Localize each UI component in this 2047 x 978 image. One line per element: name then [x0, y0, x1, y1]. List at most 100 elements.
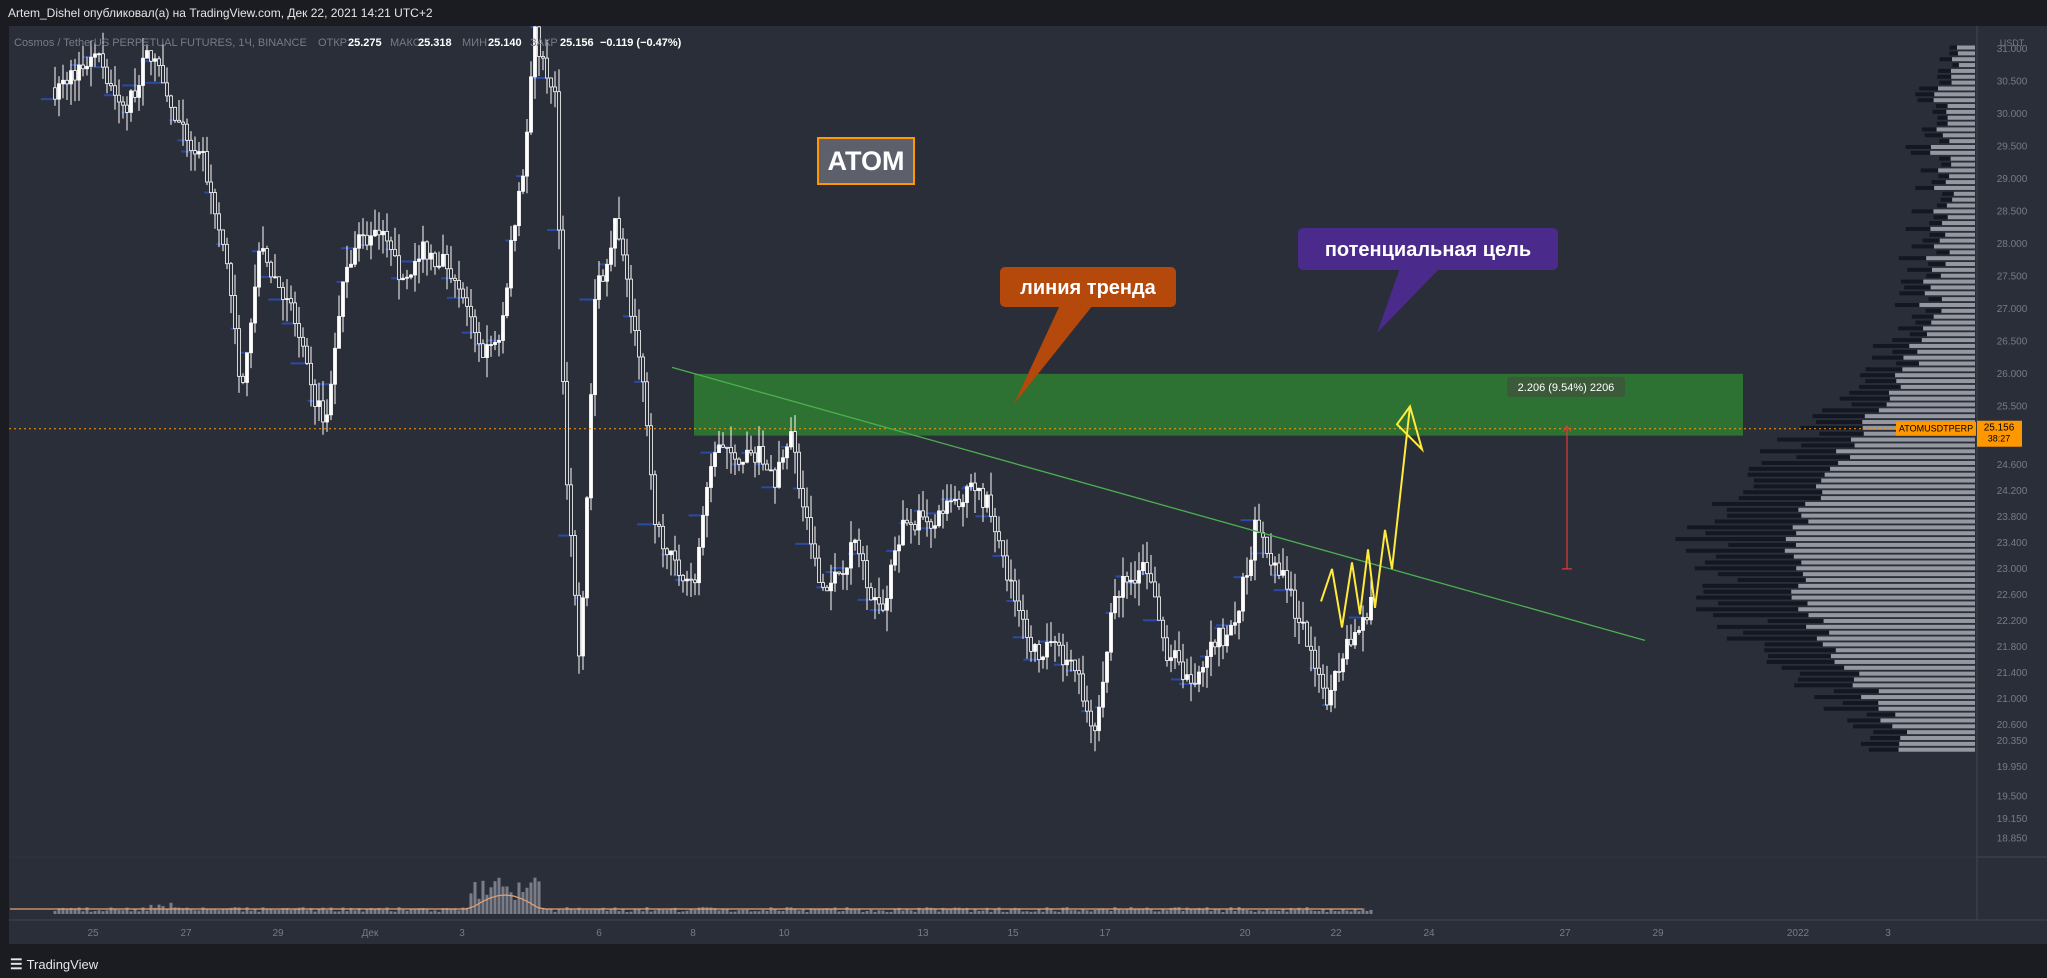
candle-body [741, 461, 745, 465]
candle-body [569, 484, 573, 536]
candle-body [61, 79, 65, 85]
candle-body [1161, 619, 1165, 639]
candle-body [1317, 667, 1321, 675]
candle-body [201, 151, 205, 153]
candle-body [489, 344, 493, 346]
atom-title-box[interactable]: ATOM [817, 137, 915, 185]
volume-profile-row [830, 567, 847, 570]
candle-body [1237, 610, 1241, 624]
volume-bar [353, 910, 357, 914]
trendline-callout[interactable]: линия тренда [1000, 267, 1176, 404]
volume-profile-row [121, 111, 127, 114]
volume-profile-row [780, 445, 787, 448]
volume-bar [221, 909, 225, 914]
candle-body [141, 57, 145, 86]
candle-body [1305, 621, 1309, 647]
main-pane[interactable] [9, 26, 1977, 856]
price-chart[interactable]: 2.206 (9.54%) 2206 ATOM линия тренда пот… [0, 26, 2047, 950]
volume-profile-row-up [1949, 139, 1975, 144]
volume-profile-row-down [1819, 431, 1864, 436]
volume-bar [1041, 911, 1045, 914]
volume-bar [1013, 907, 1017, 914]
volume-profile-row-down [1939, 57, 1953, 62]
volume-profile-row-down [1743, 630, 1830, 635]
time-axis[interactable] [9, 920, 2047, 944]
volume-bar [325, 910, 329, 914]
volume-bar [377, 907, 381, 914]
volume-profile-row [637, 523, 655, 526]
volume-bar [577, 907, 581, 914]
volume-bar [913, 911, 917, 914]
candle-body [1229, 624, 1233, 636]
candle-body [701, 514, 705, 548]
volume-profile-row [1273, 589, 1291, 592]
volume-bar [333, 911, 337, 914]
candle-body [477, 332, 481, 345]
volume-pane[interactable] [9, 858, 1977, 920]
volume-bar [645, 907, 649, 914]
tradingview-logo-icon: ☰ [10, 956, 23, 972]
volume-bar [825, 908, 829, 914]
tradingview-logo[interactable]: ☰ TradingView [10, 956, 98, 973]
time-axis-tick: 27 [180, 928, 192, 939]
volume-profile-row-down [1938, 174, 1950, 179]
volume-bar [553, 911, 557, 914]
candle-body [373, 229, 377, 237]
volume-bar [597, 908, 601, 914]
volume-profile-row [1142, 619, 1159, 622]
candle-body [549, 77, 553, 88]
volume-bar [1321, 908, 1325, 914]
candle-body [285, 298, 289, 300]
volume-profile-row-down [1853, 724, 1893, 729]
legend-high-label: МАКС [390, 37, 421, 49]
volume-profile-row [1006, 599, 1015, 602]
time-axis-tick: Дек [362, 928, 379, 939]
volume-bar [953, 907, 957, 914]
volume-profile-row-up [1824, 472, 1975, 477]
candle-body [1193, 682, 1197, 685]
volume-bar [153, 907, 157, 914]
candle-body [1149, 573, 1153, 583]
target-callout[interactable]: потенциальная цель [1298, 228, 1558, 333]
volume-profile-row [69, 63, 79, 66]
candle-body [1073, 659, 1077, 672]
candle-body [781, 457, 785, 463]
candle-body [1017, 600, 1021, 612]
volume-bar [765, 910, 769, 914]
trend-line[interactable] [671, 366, 1646, 642]
price-axis-ticks: 31.000 30.500 30.000 29.500 29.000 28.500 28.0… [1997, 44, 2028, 845]
candle-body [1001, 540, 1005, 557]
volume-profile-row-up [1822, 642, 1975, 647]
volume-bar [1121, 909, 1125, 914]
forecast-path[interactable] [1320, 406, 1411, 628]
price-axis[interactable] [1977, 26, 2047, 920]
volume-profile-row-up [1796, 531, 1975, 536]
volume-bar [653, 910, 657, 914]
candle-body [753, 452, 757, 463]
volume-bar [177, 907, 181, 914]
volume-profile-row-down [1842, 700, 1879, 705]
volume-profile-row [1178, 683, 1195, 686]
volume-profile-row-down [1904, 285, 1931, 290]
price-tag-symbol: ATOMUSDTPERP [1899, 424, 1973, 434]
candle-body [793, 431, 797, 453]
volume-profile-row-down [1952, 63, 1959, 68]
volume-profile-row-down [1866, 712, 1896, 717]
candle-body [909, 522, 913, 525]
volume-bar [237, 907, 241, 914]
volume-profile-row-down [1936, 121, 1948, 126]
volume-profile-row [1200, 655, 1207, 658]
volume-bar [281, 908, 285, 914]
volume-bar [193, 910, 197, 914]
volume-profile-row-up [1946, 109, 1975, 114]
candle-body [617, 218, 621, 240]
candle-body [1109, 612, 1113, 653]
candle-body [1101, 681, 1105, 708]
candle-body [165, 82, 169, 97]
volume-profile-row-up [1950, 68, 1975, 73]
volume-profile-row-down [1872, 343, 1910, 348]
volume-bar [197, 910, 201, 914]
legend-open-value: 25.275 [348, 37, 382, 49]
volume-profile-row-down [1942, 191, 1954, 196]
candle-body [1197, 671, 1201, 685]
